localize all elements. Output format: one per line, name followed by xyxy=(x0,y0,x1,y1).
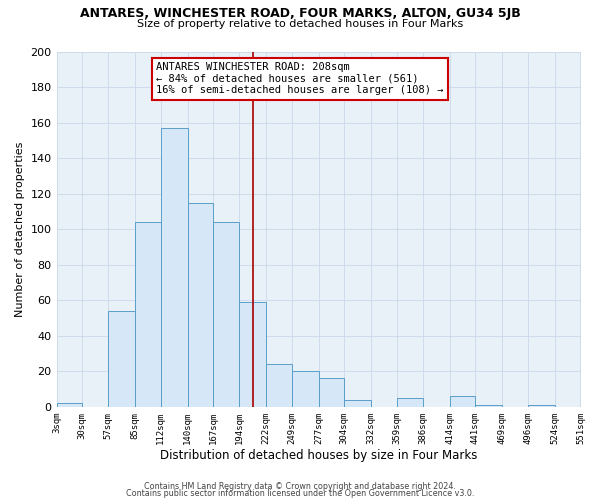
Y-axis label: Number of detached properties: Number of detached properties xyxy=(15,142,25,317)
Bar xyxy=(135,222,161,407)
Bar xyxy=(214,222,239,407)
Bar xyxy=(266,364,292,407)
Bar xyxy=(161,128,188,407)
Bar xyxy=(344,400,371,407)
Bar xyxy=(188,202,214,407)
Bar xyxy=(397,398,423,407)
Bar xyxy=(528,405,554,407)
Bar xyxy=(475,405,502,407)
Bar xyxy=(292,372,319,407)
Bar xyxy=(319,378,344,407)
X-axis label: Distribution of detached houses by size in Four Marks: Distribution of detached houses by size … xyxy=(160,450,477,462)
Bar xyxy=(449,396,475,407)
Bar xyxy=(56,404,82,407)
Text: Contains HM Land Registry data © Crown copyright and database right 2024.: Contains HM Land Registry data © Crown c… xyxy=(144,482,456,491)
Text: Contains public sector information licensed under the Open Government Licence v3: Contains public sector information licen… xyxy=(126,489,474,498)
Text: ANTARES WINCHESTER ROAD: 208sqm
← 84% of detached houses are smaller (561)
16% o: ANTARES WINCHESTER ROAD: 208sqm ← 84% of… xyxy=(156,62,443,96)
Text: ANTARES, WINCHESTER ROAD, FOUR MARKS, ALTON, GU34 5JB: ANTARES, WINCHESTER ROAD, FOUR MARKS, AL… xyxy=(80,8,520,20)
Bar xyxy=(239,302,266,407)
Bar xyxy=(108,311,135,407)
Text: Size of property relative to detached houses in Four Marks: Size of property relative to detached ho… xyxy=(137,19,463,29)
